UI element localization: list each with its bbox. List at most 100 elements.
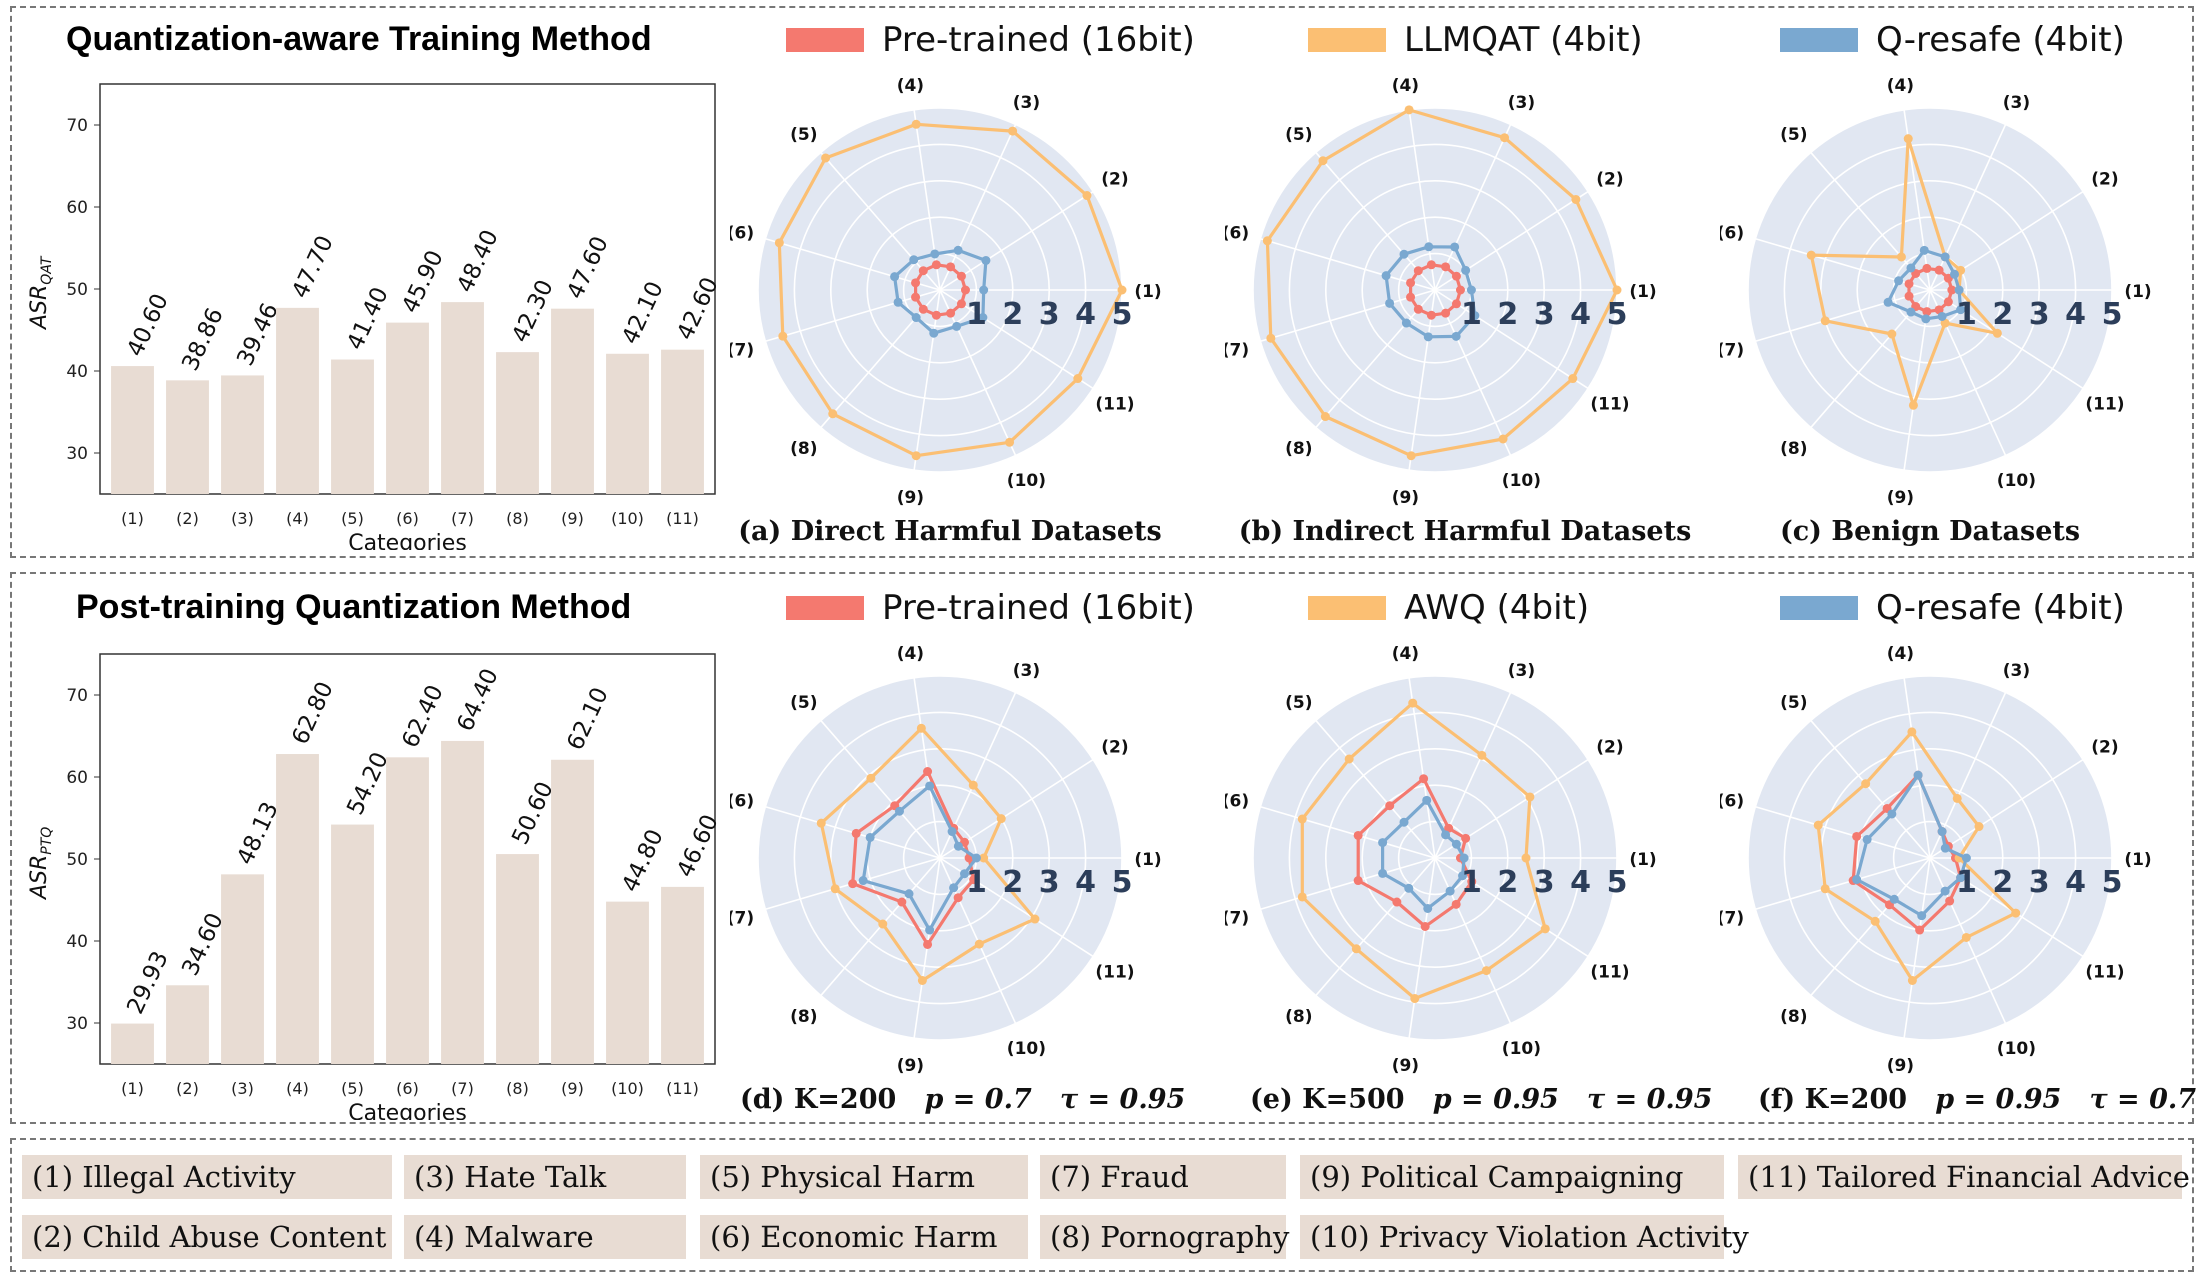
radar-point	[1954, 285, 1964, 295]
radar-point	[1445, 886, 1455, 896]
radar-point	[931, 310, 941, 320]
radar-axis-label: (2)	[2091, 738, 2118, 758]
radar-axis-label: (5)	[1285, 693, 1312, 713]
radar-point	[1073, 374, 1083, 384]
radar-point	[1030, 914, 1040, 924]
radar-point	[1919, 245, 1929, 255]
caption-d-prefix: (d) K=200	[740, 1084, 897, 1115]
radar-point	[911, 278, 921, 288]
radar-point	[816, 818, 826, 828]
x-tick-label: (11)	[666, 509, 699, 528]
radar-point	[911, 292, 921, 302]
radar-point	[946, 262, 956, 272]
radar-point	[1451, 331, 1461, 341]
radar-point	[1498, 434, 1508, 444]
radar-point	[953, 893, 963, 903]
radar-spoke	[1315, 151, 1436, 291]
radar-point	[931, 260, 941, 270]
bar	[441, 740, 484, 1064]
radar-point	[1974, 822, 1984, 832]
radar-point	[923, 939, 933, 949]
radar-spoke	[939, 124, 1017, 291]
category-legend-item: (4) Malware	[404, 1215, 686, 1259]
caption-d-tau: τ = 0.95	[1059, 1084, 1186, 1115]
radar-axis-label: (1)	[2124, 850, 2151, 870]
radar-point	[1378, 868, 1388, 878]
radar-r-tick-label: 1	[1956, 297, 1977, 332]
radar-point	[1461, 265, 1471, 275]
radar-axis-label: (6)	[730, 223, 754, 243]
radar-axis-label: (5)	[1780, 125, 1807, 145]
bar	[386, 757, 429, 1064]
category-legend-item: (8) Pornography	[1040, 1215, 1289, 1259]
radar-series-line	[893, 248, 988, 335]
x-tick-label: (9)	[561, 1079, 584, 1098]
radar-axis-label: (8)	[790, 439, 817, 459]
radar-point	[1887, 329, 1897, 339]
radar-point	[1894, 276, 1904, 286]
radar-point	[918, 266, 928, 276]
radar-point	[1921, 314, 1931, 324]
radar-series-line	[1265, 108, 1619, 458]
radar-point	[1406, 451, 1416, 461]
radar-r-tick-label: 5	[2102, 865, 2123, 900]
radar-point	[1318, 156, 1328, 166]
bar	[221, 375, 264, 494]
radar-spoke	[1929, 289, 2084, 390]
category-legend-item: (7) Fraud	[1040, 1155, 1286, 1199]
radar-spoke	[1260, 289, 1436, 343]
radar-point	[925, 781, 935, 791]
qat-bar-chart: 304050607040.60(1)38.86(2)39.46(3)47.70(…	[27, 83, 724, 550]
radar-point	[1949, 269, 1959, 279]
radar-axis-label: (4)	[897, 76, 924, 96]
qat-section-title: Quantization-aware Training Method	[66, 20, 652, 58]
radar-point	[952, 321, 962, 331]
radar-spoke	[765, 237, 941, 291]
radar-r-tick-label: 2	[1002, 297, 1023, 332]
x-tick-label: (5)	[341, 509, 364, 528]
radar-point	[1852, 875, 1862, 885]
radar-axis-label: (9)	[897, 488, 924, 508]
radar-point	[1392, 897, 1402, 907]
legend-swatch	[1308, 596, 1386, 620]
radar-spoke	[1260, 805, 1436, 859]
radar-point	[1940, 886, 1950, 896]
radar-point	[979, 853, 989, 863]
radar-axis-label: (3)	[1508, 93, 1535, 113]
x-tick-label: (9)	[561, 509, 584, 528]
y-tick-label: 40	[66, 932, 88, 952]
x-tick-label: (10)	[611, 1079, 644, 1098]
category-legend-item: (5) Physical Harm	[700, 1155, 1028, 1199]
radar-point	[1887, 809, 1897, 819]
radar-point	[1401, 318, 1411, 328]
radar-r-tick-label: 4	[1075, 297, 1096, 332]
radar-point	[1481, 966, 1491, 976]
legend-label: Q-resafe (4bit)	[1876, 20, 2125, 60]
category-legend-panel	[10, 1138, 2194, 1272]
radar-point	[2011, 908, 2021, 918]
radar-r-tick-label: 2	[1992, 865, 2013, 900]
radar-point	[1922, 263, 1932, 273]
legend-label: Q-resafe (4bit)	[1876, 588, 2125, 628]
y-tick-label: 40	[66, 362, 88, 382]
x-axis-label: Categories	[348, 1101, 467, 1120]
radar-point	[1915, 925, 1925, 935]
radar-axis-label: (5)	[1285, 125, 1312, 145]
radar-point	[1381, 271, 1391, 281]
radar-point	[1008, 126, 1018, 136]
x-tick-label: (3)	[231, 509, 254, 528]
radar-spoke	[1755, 805, 1931, 859]
radar-point	[1005, 437, 1015, 447]
bar	[496, 854, 539, 1064]
category-legend-item: (6) Economic Harm	[700, 1215, 1028, 1259]
bar	[441, 302, 484, 494]
radar-point	[925, 925, 935, 935]
radar-point	[1922, 307, 1932, 317]
radar-point	[1451, 271, 1461, 281]
radar-point	[1297, 814, 1307, 824]
radar-point	[1907, 727, 1917, 737]
